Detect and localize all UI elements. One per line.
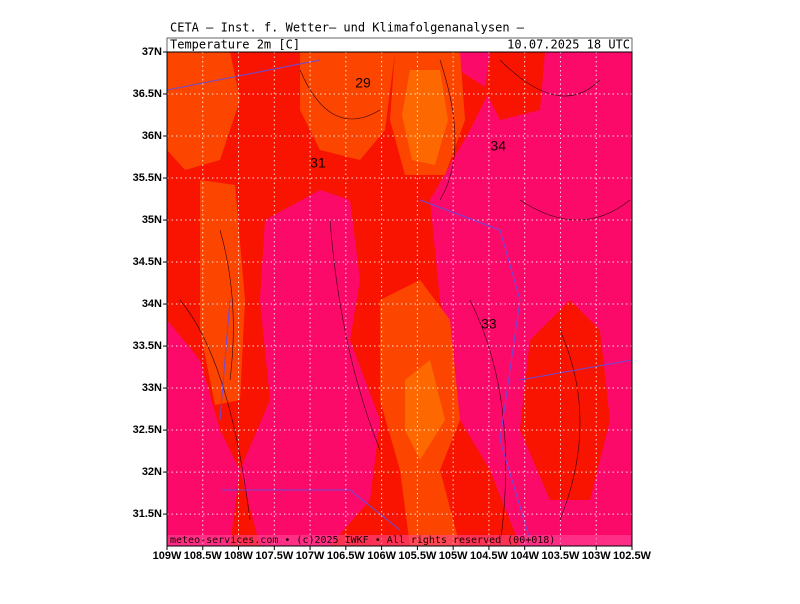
lat-tick-label: 36.5N: [133, 88, 162, 100]
lon-tick-label: 104.5W: [470, 550, 509, 562]
contour-label: 34: [490, 138, 506, 154]
lat-tick-label: 35N: [142, 214, 162, 226]
graticule: 37N 36.5N 36N 35.5N 35N 34.5N 34N 33.5N 33N 32.5N…: [133, 46, 652, 562]
lon-tick-label: 105.5W: [398, 550, 437, 562]
map-title: CETA – Inst. f. Wetter– und Klimafolgena…: [170, 21, 525, 35]
lat-tick-label: 35.5N: [133, 172, 162, 184]
lat-tick-label: 32.5N: [133, 424, 162, 436]
lon-tick-label: 108.5W: [184, 550, 223, 562]
lon-tick-label: 106W: [367, 550, 396, 562]
lon-tick-label: 105W: [439, 550, 468, 562]
contour-label: 31: [310, 154, 326, 170]
lon-tick-label: 104W: [510, 550, 539, 562]
footer-credit: meteo-services.com • (c)2025 IWKF • All …: [170, 535, 555, 546]
lat-tick-label: 34N: [142, 298, 162, 310]
lon-tick-label: 103W: [582, 550, 611, 562]
plot-frame: [166, 51, 633, 547]
lat-tick-label: 34.5N: [133, 256, 162, 268]
contour-labels: 29 31 34 33: [310, 75, 506, 332]
lat-tick-label: 33N: [142, 382, 162, 394]
contour-label: 29: [355, 75, 371, 91]
lat-tick-label: 31.5N: [133, 508, 162, 520]
footer-strip: [167, 535, 632, 546]
variable-label: Temperature 2m [C]: [170, 38, 300, 52]
contour-label: 33: [481, 316, 497, 332]
lat-tick-label: 33.5N: [133, 340, 162, 352]
lon-tick-label: 106.5W: [327, 550, 366, 562]
temperature-field: [167, 52, 632, 546]
lat-tick-label: 37N: [142, 46, 162, 58]
lon-tick-label: 107.5W: [255, 550, 294, 562]
lon-tick-label: 109W: [153, 550, 182, 562]
time-label: 10.07.2025 18 UTC: [507, 38, 630, 52]
lon-tick-label: 103.5W: [542, 550, 581, 562]
lon-tick-label: 102.5W: [613, 550, 652, 562]
lat-tick-label: 36N: [142, 130, 162, 142]
lon-tick-label: 107W: [296, 550, 325, 562]
lon-tick-label: 108W: [224, 550, 253, 562]
lat-tick-label: 32N: [142, 466, 162, 478]
